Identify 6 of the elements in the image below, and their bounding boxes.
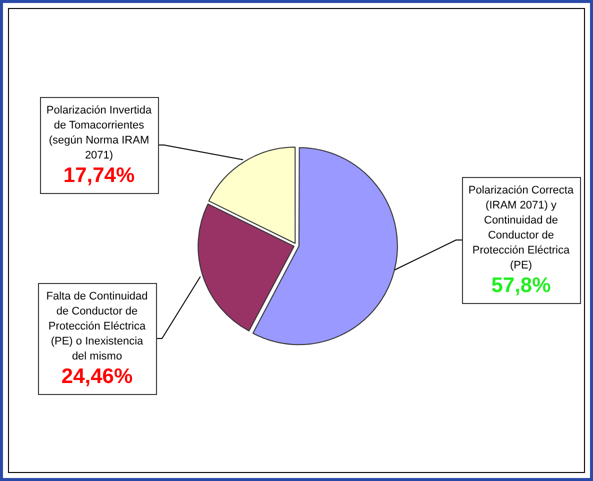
slice-label: Polarización Invertida de Tomacorrientes (según Norma IRAM 2071) [46, 104, 152, 162]
data-label: 17,74% [63, 164, 135, 187]
data-label: 24,46% [61, 364, 133, 388]
slice-label: Falta de Continuidad de Conductor de Protección Eléctrica (PE) o Inexistencia del mismo [46, 290, 148, 363]
slice-label: Polarización Correcta (IRAM 2071) y Continuidad de Conductor de Protección Eléctrica (PE) [468, 184, 574, 272]
data-label: 57,8% [491, 274, 552, 297]
